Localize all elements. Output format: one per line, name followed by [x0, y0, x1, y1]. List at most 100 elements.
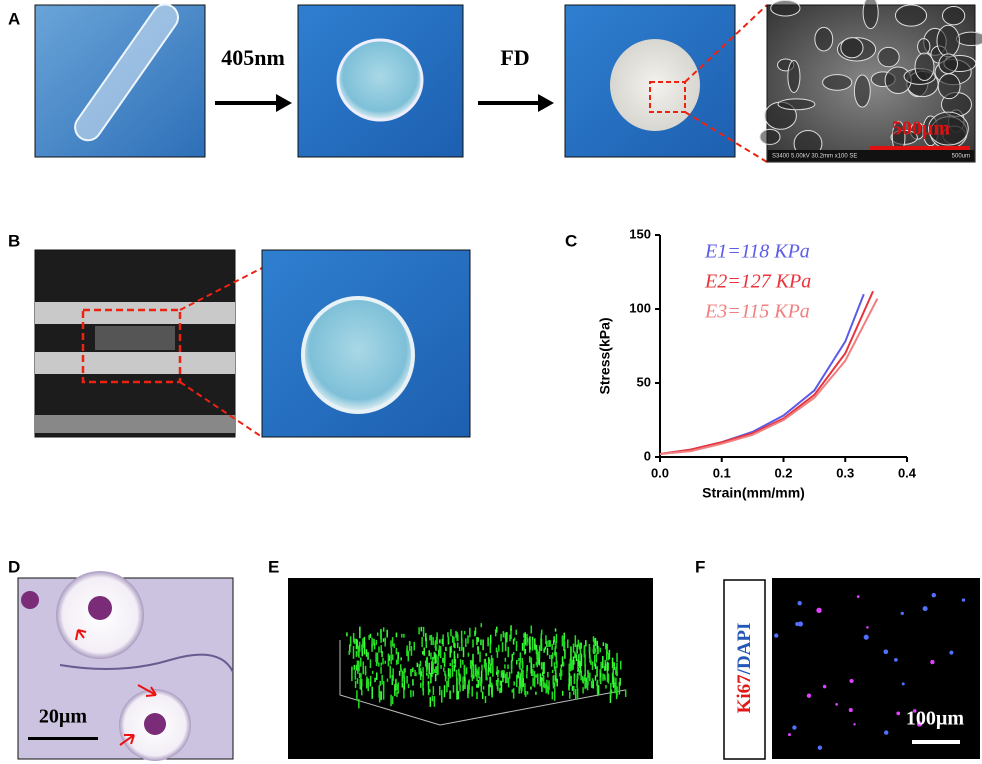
fluorescence-speck: [560, 668, 562, 680]
fluorescence-speck: [607, 662, 610, 671]
fluorescence-speck: [356, 639, 358, 646]
cell-dot: [797, 621, 804, 627]
fluorescence-speck: [606, 643, 608, 651]
fluorescence-speck: [496, 626, 498, 633]
fluorescence-speck: [615, 669, 617, 674]
fluorescence-speck: [580, 654, 583, 666]
fluorescence-speck: [410, 690, 412, 698]
fluorescence-speck: [510, 661, 513, 674]
fluorescence-speck: [553, 662, 556, 669]
fluorescence-speck: [577, 659, 579, 672]
cell-dot: [835, 702, 838, 706]
fluorescence-speck: [384, 660, 387, 664]
fluorescence-speck: [361, 647, 364, 657]
fluorescence-speck: [432, 661, 434, 675]
fluorescence-speck: [396, 691, 398, 698]
fluorescence-speck: [364, 671, 367, 676]
fluorescence-speck: [495, 679, 498, 686]
fluorescence-speck: [613, 662, 615, 671]
fluorescence-speck: [518, 686, 521, 690]
fluorescence-speck: [463, 631, 466, 635]
fluorescence-speck: [496, 683, 499, 690]
fluorescence-speck: [569, 691, 571, 699]
fluorescence-speck: [482, 639, 484, 651]
fluorescence-speck: [585, 677, 587, 689]
fluorescence-speck: [439, 686, 441, 696]
fluorescence-speck: [515, 645, 518, 652]
fluorescence-speck: [521, 668, 523, 672]
fluorescence-speck: [571, 685, 574, 691]
fluorescence-speck: [349, 644, 351, 653]
fluorescence-speck: [487, 665, 490, 673]
fluorescence-speck: [497, 669, 500, 674]
fluorescence-speck: [455, 669, 458, 678]
fluorescence-speck: [471, 686, 473, 697]
fluorescence-speck: [454, 659, 457, 668]
sem-pore: [914, 52, 935, 81]
tube: [74, 3, 179, 142]
scale-bar-label: 100µm: [906, 708, 965, 730]
fluorescence-speck: [591, 661, 594, 670]
sem-pore: [955, 31, 982, 47]
fluorescence-speck: [572, 656, 575, 662]
fluorescence-speck: [412, 679, 414, 686]
sample: [95, 326, 175, 350]
fluorescence-speck: [551, 644, 553, 650]
fluorescence-speck: [489, 643, 492, 654]
fluorescence-speck: [484, 695, 487, 704]
fluorescence-speck: [486, 676, 488, 681]
fluorescence-speck: [612, 665, 614, 678]
fluorescence-speck: [587, 674, 589, 686]
fluorescence-speck: [418, 664, 420, 675]
cell-dot: [774, 633, 779, 638]
fluorescence-speck: [434, 673, 437, 682]
fluorescence-speck: [449, 690, 451, 699]
fluorescence-speck: [390, 640, 392, 648]
fluorescence-speck: [356, 690, 358, 701]
fluorescence-speck: [373, 638, 375, 646]
fluorescence-speck: [432, 637, 434, 646]
fluorescence-speck: [422, 687, 425, 696]
fluorescence-speck: [361, 690, 363, 696]
fluorescence-speck: [477, 679, 480, 688]
fluorescence-speck: [589, 654, 591, 663]
fluorescence-speck: [384, 637, 386, 647]
fluorescence-speck: [502, 672, 504, 683]
fluorescence-speck: [576, 678, 578, 689]
fluorescence-speck: [605, 684, 607, 689]
fluorescence-speck: [584, 666, 586, 677]
fluorescence-speck: [382, 680, 385, 689]
fluorescence-speck: [595, 653, 598, 663]
fluorescence-speck: [515, 641, 518, 648]
fluorescence-speck: [443, 667, 445, 672]
fluorescence-speck: [389, 665, 391, 679]
fluorescence-speck: [539, 681, 541, 687]
fluorescence-speck: [421, 651, 424, 655]
fluorescence-speck: [440, 665, 442, 669]
fluorescence-speck: [357, 645, 359, 657]
fluorescence-speck: [463, 664, 466, 677]
fluorescence-speck: [362, 638, 364, 648]
fluorescence-speck: [531, 640, 534, 651]
fluorescence-speck: [452, 685, 455, 693]
fluorescence-speck: [421, 636, 423, 648]
fluorescence-speck: [460, 630, 463, 644]
zoom-line: [684, 111, 768, 163]
fluorescence-speck: [606, 648, 608, 661]
fluorescence-speck: [426, 672, 428, 676]
zoom-line: [179, 381, 263, 438]
fluorescence-speck: [358, 664, 360, 672]
fluorescence-speck: [401, 671, 404, 679]
fluorescence-speck: [541, 677, 544, 681]
fluorescence-speck: [360, 673, 362, 685]
fluorescence-speck: [472, 639, 474, 648]
fluorescence-speck: [520, 678, 523, 684]
scale-bar: [28, 737, 98, 740]
series-label: E3=115 KPa: [704, 301, 810, 323]
cell-dot: [849, 678, 854, 684]
fluorescence-speck: [606, 670, 609, 682]
fluorescence-speck: [358, 698, 360, 709]
fluorescence-speck: [538, 645, 541, 659]
cell-dot: [961, 598, 966, 602]
